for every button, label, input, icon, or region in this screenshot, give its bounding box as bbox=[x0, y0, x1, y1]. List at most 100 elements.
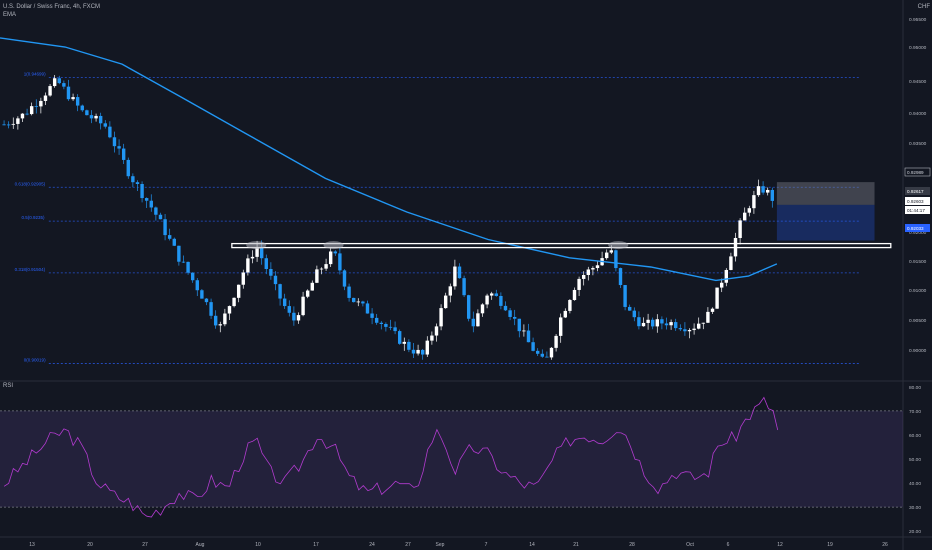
candle-body bbox=[411, 349, 416, 354]
candle-body bbox=[52, 78, 57, 87]
candle-body bbox=[577, 278, 581, 290]
candle-body bbox=[462, 278, 466, 296]
candle-body bbox=[154, 207, 158, 215]
price-badge-label: 0.92989 bbox=[907, 170, 924, 175]
candle-body bbox=[209, 302, 213, 316]
candle-body bbox=[752, 195, 756, 209]
candle-body bbox=[57, 78, 61, 84]
price-badge-label: 0.92033 bbox=[907, 226, 924, 231]
time-axis-label: Sep bbox=[436, 542, 445, 548]
candle-body bbox=[388, 326, 393, 328]
candle-body bbox=[310, 282, 314, 291]
price-tick-label: 0.94000 bbox=[909, 111, 927, 117]
candle-body bbox=[568, 300, 572, 311]
candle-body bbox=[223, 313, 227, 325]
candle-body bbox=[135, 182, 140, 185]
candle-body bbox=[2, 124, 6, 126]
candle-body bbox=[365, 303, 370, 314]
time-axis-label: 6 bbox=[727, 542, 730, 548]
candle-body bbox=[370, 313, 374, 318]
candle-body bbox=[62, 83, 66, 87]
candle-body bbox=[98, 115, 103, 124]
candle-body bbox=[650, 319, 655, 327]
candle-body bbox=[200, 290, 204, 299]
candle-body bbox=[494, 293, 498, 296]
candle-body bbox=[144, 198, 149, 201]
candle-body bbox=[729, 256, 733, 270]
candle-body bbox=[43, 95, 48, 101]
time-axis-label: 17 bbox=[313, 542, 319, 548]
fib-level-label: 0.318(0.91504) bbox=[15, 267, 46, 272]
candle-body bbox=[25, 113, 29, 115]
candle-body bbox=[324, 264, 328, 269]
candle-body bbox=[738, 220, 742, 238]
time-axis-label: 14 bbox=[529, 542, 535, 548]
candle-body bbox=[379, 322, 383, 325]
candle-body bbox=[319, 268, 324, 270]
candle-body bbox=[342, 270, 347, 287]
candle-body bbox=[163, 219, 167, 236]
candle-body bbox=[508, 310, 512, 317]
candle-body bbox=[338, 253, 342, 271]
candle-body bbox=[540, 353, 544, 357]
candle-body bbox=[112, 137, 117, 147]
touch-point-marker bbox=[246, 241, 267, 250]
candle-body bbox=[604, 252, 609, 259]
candle-body bbox=[75, 97, 80, 106]
candle-body bbox=[250, 256, 255, 259]
rsi-tick-label: 60.00 bbox=[909, 433, 921, 439]
candle-body bbox=[158, 214, 163, 220]
candle-body bbox=[554, 335, 558, 348]
candle-body bbox=[117, 146, 121, 149]
ema-indicator-label: EMA bbox=[3, 12, 17, 18]
candle-body bbox=[328, 251, 333, 265]
time-axis-label: Oct bbox=[686, 542, 694, 548]
candle-body bbox=[6, 124, 11, 126]
rsi-line bbox=[3, 396, 779, 518]
candle-body bbox=[108, 126, 112, 138]
candle-body bbox=[402, 341, 406, 344]
candle-body bbox=[121, 148, 126, 160]
time-axis-label: 27 bbox=[142, 542, 148, 548]
candle-body bbox=[715, 287, 719, 309]
candle-body bbox=[512, 316, 517, 319]
candle-body bbox=[80, 105, 84, 111]
candle-body bbox=[766, 189, 770, 193]
candle-body bbox=[384, 324, 388, 327]
candle-body bbox=[443, 295, 448, 309]
candle-body bbox=[172, 238, 176, 246]
candle-body bbox=[674, 322, 678, 329]
candle-body bbox=[761, 186, 765, 193]
price-tick-label: 0.90500 bbox=[909, 318, 927, 324]
candle-body bbox=[204, 298, 209, 303]
candle-body bbox=[710, 308, 715, 312]
candle-body bbox=[149, 200, 153, 208]
candle-body bbox=[397, 331, 402, 344]
candle-body bbox=[720, 282, 724, 288]
candle-body bbox=[126, 159, 130, 177]
candle-body bbox=[232, 297, 236, 307]
candle-body bbox=[374, 317, 379, 323]
candle-body bbox=[16, 118, 20, 124]
candle-body bbox=[531, 342, 535, 351]
time-axis-label: 10 bbox=[255, 542, 261, 548]
candle-body bbox=[39, 100, 43, 107]
candle-body bbox=[563, 310, 567, 318]
candle-body bbox=[448, 286, 452, 296]
candle-body bbox=[259, 247, 264, 259]
candle-body bbox=[517, 318, 521, 332]
candle-body bbox=[246, 258, 250, 273]
candle-body bbox=[361, 301, 365, 304]
candle-body bbox=[94, 115, 98, 119]
candle-body bbox=[439, 308, 443, 327]
touch-point-marker bbox=[608, 241, 629, 250]
rsi-tick-label: 20.00 bbox=[909, 529, 921, 535]
candle-body bbox=[236, 284, 241, 298]
candle-body bbox=[131, 176, 135, 183]
fib-level-label: 0.618(0.92905) bbox=[15, 181, 46, 186]
price-tick-label: 0.91000 bbox=[909, 288, 927, 294]
candle-body bbox=[190, 272, 195, 281]
candle-body bbox=[683, 329, 687, 332]
time-axis-label: 26 bbox=[882, 542, 888, 548]
